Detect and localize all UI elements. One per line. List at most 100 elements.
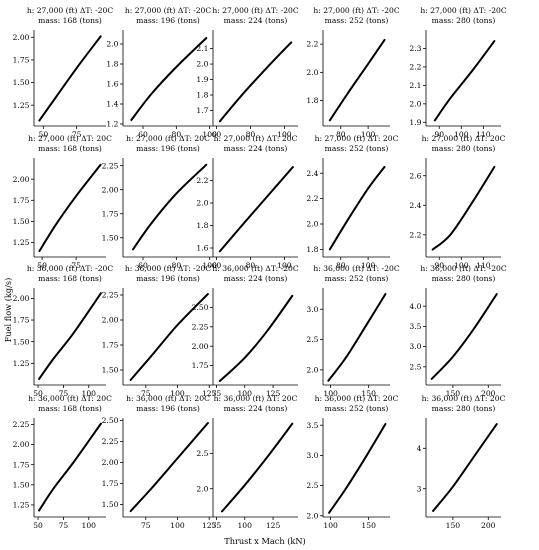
subplot-title-line1: h: 36,000 (ft) ΔT: 20C	[126, 394, 210, 403]
fuel-flow-curve	[218, 41, 293, 123]
y-tick-label: 1.50	[13, 337, 30, 346]
subplot-title-line1: h: 36,000 (ft) ΔT: 20C	[315, 394, 399, 403]
y-tick-label: 1.75	[102, 479, 119, 488]
subplot-title-line1: h: 27,000 (ft) ΔT: -20C	[27, 6, 114, 15]
y-tick-label: 1.50	[13, 217, 30, 226]
subplot-title-line1: h: 36,000 (ft) ΔT: -20C	[212, 264, 299, 273]
y-tick-label: 2.2	[196, 176, 208, 185]
subplot-title-line2: mass: 196 (tons)	[136, 404, 200, 413]
subplot-title-line1: h: 27,000 (ft) ΔT: 20C	[315, 134, 399, 143]
x-tick-label: 100	[202, 130, 217, 139]
subplot-title-line2: mass: 168 (tons)	[38, 144, 102, 153]
y-tick-label: 2.00	[13, 294, 30, 303]
subplot-title-line2: mass: 280 (tons)	[432, 16, 496, 25]
x-tick-label: 100	[361, 261, 376, 270]
y-tick-label: 1.75	[102, 341, 119, 350]
y-tick-label: 1.4	[106, 100, 118, 109]
x-tick-label: 150	[446, 521, 461, 530]
y-tick-label: 2.00	[13, 175, 30, 184]
x-tick-label: 100	[454, 130, 469, 139]
y-tick-label: 1.8	[306, 245, 318, 254]
subplot-title-line2: mass: 252 (tons)	[325, 16, 389, 25]
subplot-title-line2: mass: 280 (tons)	[432, 274, 496, 283]
x-tick-label: 150	[361, 521, 376, 530]
y-axis-label: Fuel flow (kg/s)	[3, 278, 13, 343]
x-tick-label: 50	[38, 130, 48, 139]
x-tick-label: 80	[171, 261, 181, 270]
y-tick-label: 2.25	[13, 420, 30, 429]
x-tick-label: 100	[202, 261, 217, 270]
x-tick-label: 100	[82, 521, 97, 530]
x-tick-label: 100	[82, 389, 97, 398]
subplot-title-line2: mass: 224 (tons)	[224, 144, 288, 153]
y-tick-label: 2.5	[306, 335, 318, 344]
subplot-title-line1: h: 27,000 (ft) ΔT: -20C	[125, 6, 212, 15]
x-tick-label: 60	[138, 261, 148, 270]
x-tick-label: 110	[476, 261, 491, 270]
fuel-flow-curve	[430, 293, 498, 380]
fuel-flow-curve	[328, 165, 386, 251]
y-tick-label: 1.50	[13, 480, 30, 489]
subplot-title-line2: mass: 224 (tons)	[224, 16, 288, 25]
x-tick-label: 80	[336, 261, 346, 270]
x-tick-label: 90	[434, 130, 444, 139]
subplot-title-line1: h: 36,000 (ft) ΔT: -20C	[27, 264, 114, 273]
fuel-flow-curve	[221, 422, 294, 513]
y-tick-label: 2.5	[306, 481, 318, 490]
y-tick-label: 2.0	[409, 99, 421, 108]
y-tick-label: 3.0	[306, 451, 318, 460]
subplot-title-line2: mass: 252 (tons)	[325, 404, 389, 413]
x-tick-label: 100	[323, 389, 338, 398]
subplot-title-line2: mass: 196 (tons)	[136, 274, 200, 283]
y-tick-label: 2.25	[102, 437, 119, 446]
y-tick-label: 1.75	[192, 361, 209, 370]
y-tick-label: 2.2	[409, 63, 421, 72]
x-tick-label: 75	[212, 389, 222, 398]
x-tick-label: 60	[138, 130, 148, 139]
y-tick-label: 1.2	[106, 120, 118, 129]
x-tick-label: 60	[212, 261, 222, 270]
y-tick-label: 3.5	[306, 421, 318, 430]
x-tick-label: 50	[33, 389, 43, 398]
subplot-title-line2: mass: 224 (tons)	[224, 274, 288, 283]
subplot-title-line1: h: 36,000 (ft) ΔT: 20C	[28, 394, 112, 403]
subplot-title-line2: mass: 252 (tons)	[325, 274, 389, 283]
fuel-flow-curve	[38, 163, 102, 253]
y-tick-label: 1.75	[13, 316, 30, 325]
y-tick-label: 1.50	[102, 366, 119, 375]
fuel-flow-curve	[433, 40, 496, 122]
y-tick-label: 2.00	[13, 33, 30, 42]
subplot-title-line1: h: 27,000 (ft) ΔT: -20C	[212, 6, 299, 15]
subplot-title-line1: h: 27,000 (ft) ΔT: -20C	[420, 6, 507, 15]
y-tick-label: 2.2	[306, 194, 318, 203]
x-tick-label: 80	[246, 261, 256, 270]
x-tick-label: 150	[361, 389, 376, 398]
y-tick-label: 3	[417, 484, 422, 493]
y-tick-label: 2.0	[196, 60, 208, 69]
y-tick-label: 2.00	[102, 458, 119, 467]
fuel-flow-curve	[38, 35, 102, 122]
y-tick-label: 1.75	[102, 209, 119, 218]
x-tick-label: 125	[202, 521, 217, 530]
y-tick-label: 2.50	[102, 416, 119, 425]
x-tick-label: 80	[336, 130, 346, 139]
fuel-flow-curve	[38, 422, 102, 512]
y-tick-label: 2.2	[409, 230, 421, 239]
y-tick-label: 1.50	[13, 78, 30, 87]
y-tick-label: 2.50	[192, 303, 209, 312]
y-tick-label: 1.75	[13, 55, 30, 64]
y-tick-label: 1.25	[13, 501, 30, 510]
fuel-flow-curve	[218, 166, 294, 253]
